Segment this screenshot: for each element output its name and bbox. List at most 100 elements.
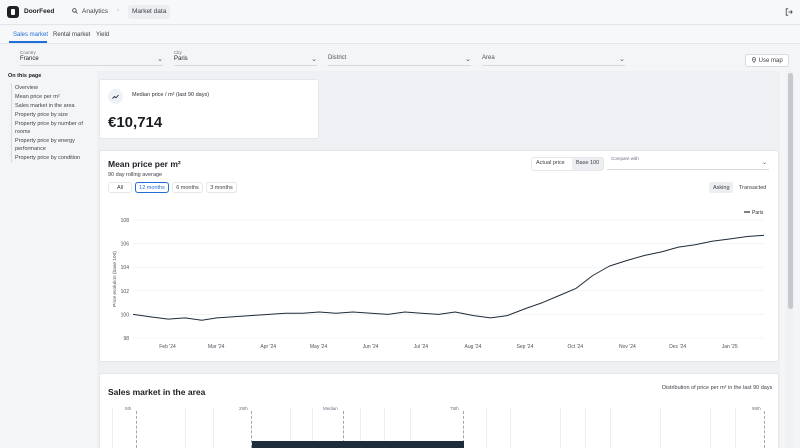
grid-line (290, 408, 291, 448)
x-tick-label: Apr '24 (260, 344, 276, 350)
grid-line (560, 408, 561, 448)
toc-rail (11, 83, 12, 163)
x-tick-label: Nov '24 (619, 344, 636, 350)
x-tick-label: May '24 (310, 344, 328, 350)
x-tick-label: Sep '24 (517, 344, 534, 350)
country-label: Country (20, 50, 36, 55)
percentile-line-25th (251, 411, 252, 448)
trend-up-icon (112, 94, 119, 99)
grid-line (585, 408, 586, 448)
percentile-line-75th (463, 411, 464, 448)
mean-price-subtitle: 90 day rolling average (108, 172, 163, 178)
x-tick-label: Aug '24 (465, 344, 482, 350)
city-select[interactable]: City Paris ⌄ (174, 50, 317, 66)
transacted-button[interactable]: Transacted (739, 185, 767, 191)
tab-bar: Sales market Rental market Yield (0, 26, 800, 44)
country-select[interactable]: Country France ⌄ (20, 50, 163, 66)
brand-name[interactable]: DoorFeed (24, 8, 55, 15)
percentile-line-95th (764, 411, 765, 448)
distribution-note: Distribution of price per m² in the last… (662, 385, 773, 391)
percentile-label-25th: 25th (239, 406, 248, 411)
active-tab-indicator (9, 41, 47, 43)
percentile-label-95th: 95th (752, 406, 761, 411)
tab-rental-market[interactable]: Rental market (53, 32, 91, 38)
kpi-value: €10,714 (108, 114, 163, 131)
logout-icon[interactable] (785, 8, 793, 16)
chevron-down-icon: ⌄ (619, 56, 625, 63)
tab-yield[interactable]: Yield (96, 32, 110, 38)
y-tick-label: 100 (121, 312, 130, 318)
area-select[interactable]: Area ⌄ (482, 50, 625, 66)
chevron-down-icon: ⌄ (157, 56, 163, 63)
mean-price-chart: 98 100 102 104 106 108 Feb '24 Mar '24 Apr '24 Ma… (112, 210, 765, 350)
grid-line (710, 408, 711, 448)
city-value: Paris (174, 56, 188, 62)
kpi-label: Median price / m² (last 90 days) (132, 92, 210, 98)
top-bar: DoorFeed Analytics › Market data (0, 0, 800, 25)
x-tick-label: Feb '24 (159, 344, 176, 350)
chevron-down-icon: ⌄ (465, 56, 471, 63)
range-6-months-button[interactable]: 6 months (172, 182, 203, 193)
grid-line (112, 408, 113, 448)
breadcrumb-analytics[interactable]: Analytics (72, 8, 108, 15)
use-map-button[interactable]: Use map (745, 54, 789, 67)
range-all-button[interactable]: All (108, 182, 132, 193)
toc-item-price-by-rooms[interactable]: Property price by number of rooms (15, 121, 83, 135)
district-placeholder: District (328, 55, 347, 61)
use-map-label: Use map (758, 58, 783, 64)
compare-with-select[interactable]: Compare with ⌄ (607, 156, 769, 170)
toc-item-price-by-condition[interactable]: Property price by condition (15, 155, 81, 161)
grid-line (660, 408, 661, 448)
scrollbar-thumb[interactable] (788, 73, 793, 309)
grid-line (510, 408, 511, 448)
country-value: France (20, 56, 39, 62)
breadcrumb-separator: › (117, 8, 119, 14)
y-tick-label: 102 (121, 289, 130, 295)
toc-item-price-by-energy[interactable]: Property price by energy performance (15, 138, 75, 152)
grid-line (312, 408, 313, 448)
area-placeholder: Area (482, 55, 495, 61)
sales-area-card (99, 373, 779, 448)
x-tick-label: Mar '24 (208, 344, 225, 350)
percentile-label-median: Median (323, 406, 338, 411)
mean-price-card (99, 150, 779, 362)
x-tick-label: Jan '25 (722, 344, 738, 350)
price-mode-active-bg (572, 158, 603, 170)
y-tick-label: 108 (121, 218, 130, 224)
x-tick-label: Jul '24 (414, 344, 429, 350)
base-100-button[interactable]: Base 100 (576, 160, 600, 166)
range-3-months-button[interactable]: 3 months (206, 182, 237, 193)
grid-line (185, 408, 186, 448)
tab-sales-market[interactable]: Sales market (13, 32, 49, 38)
y-axis-label: Price evolution (base 100) (112, 251, 118, 307)
asking-button[interactable]: Asking (713, 185, 730, 191)
grid-line (735, 408, 736, 448)
grid-line (213, 408, 214, 448)
district-select[interactable]: District ⌄ (328, 50, 471, 66)
y-tick-label: 98 (123, 336, 129, 342)
x-tick-label: Jun '24 (363, 344, 379, 350)
logo-icon[interactable] (7, 6, 19, 18)
grid-line (410, 408, 411, 448)
toc-item-sales-market[interactable]: Sales market in the area (15, 103, 75, 109)
grid-line (384, 408, 385, 448)
toc-item-mean-price[interactable]: Mean price per m² (15, 94, 60, 100)
toc-item-price-by-size[interactable]: Property price by size (15, 112, 68, 118)
distribution-bar (252, 441, 464, 448)
grid-line (610, 408, 611, 448)
y-tick-label: 104 (121, 265, 130, 271)
breadcrumb-market-data[interactable]: Market data (128, 5, 171, 19)
compare-with-label: Compare with (611, 156, 639, 161)
asking-active-bg (709, 182, 733, 193)
mean-price-title: Mean price per m² (108, 159, 181, 169)
percentile-line-5th (136, 411, 137, 448)
percentile-label-5th: 5th (125, 406, 132, 411)
x-tick-label: Oct '24 (567, 344, 583, 350)
y-tick-label: 106 (121, 242, 130, 248)
toc-item-overview[interactable]: Overview (15, 85, 38, 91)
actual-price-button[interactable]: Actual price (536, 160, 565, 166)
range-12-months-button[interactable]: 12 months (135, 182, 169, 193)
grid-line (486, 408, 487, 448)
chevron-down-icon: ⌄ (311, 56, 317, 63)
breadcrumb-analytics-label: Analytics (82, 8, 109, 15)
